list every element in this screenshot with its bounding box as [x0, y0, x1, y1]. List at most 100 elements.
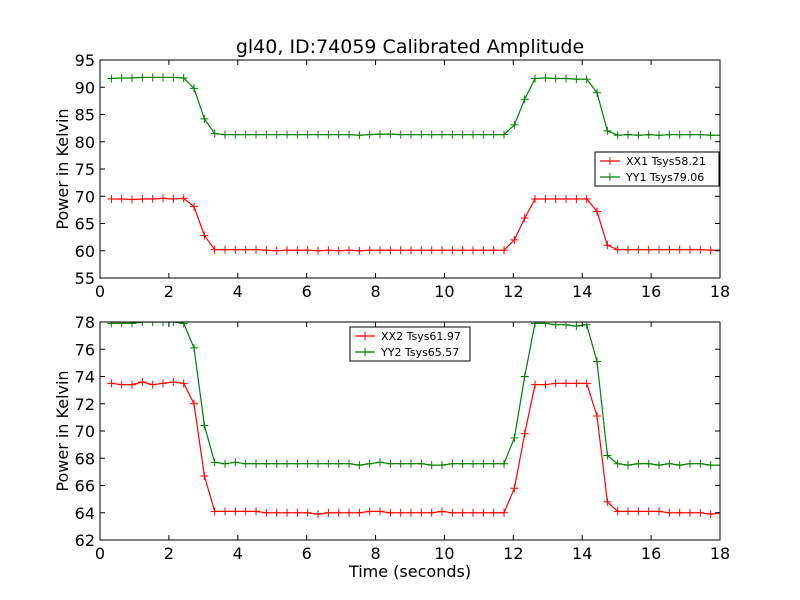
data-point-marker [562, 74, 571, 83]
data-point-marker [675, 245, 684, 254]
data-point-marker [107, 322, 116, 328]
data-point-marker [696, 508, 705, 517]
data-point-marker [241, 459, 250, 468]
data-point-marker [541, 194, 550, 203]
x-tick-label: 2 [164, 544, 174, 563]
y-tick-label: 72 [75, 395, 95, 414]
data-point-marker [644, 130, 653, 139]
data-point-marker [438, 130, 447, 139]
data-point-marker [665, 508, 674, 517]
data-point-marker [458, 246, 467, 255]
data-point-marker [128, 73, 137, 82]
data-point-marker [551, 379, 560, 388]
data-point-marker [283, 246, 292, 255]
y-tick-label: 74 [75, 368, 95, 387]
y-tick-label: 85 [75, 106, 95, 125]
data-point-marker [190, 399, 199, 408]
x-tick-label: 12 [503, 282, 523, 301]
data-point-marker [221, 507, 230, 516]
y-tick-label: 70 [75, 187, 95, 206]
data-point-marker [593, 412, 602, 421]
data-point-marker [179, 73, 188, 82]
data-point-marker [458, 130, 467, 139]
data-point-marker [376, 130, 385, 139]
data-point-marker [613, 131, 622, 140]
data-point-marker [407, 459, 416, 468]
data-point-marker [314, 246, 323, 255]
data-point-marker [520, 429, 529, 438]
data-point-marker [448, 246, 457, 255]
data-point-marker [314, 510, 323, 519]
data-point-marker [200, 231, 209, 240]
data-point-marker [283, 459, 292, 468]
data-point-marker [448, 508, 457, 517]
data-point-marker [148, 322, 157, 326]
x-tick-label: 6 [302, 544, 312, 563]
legend-marker-2 [606, 173, 614, 181]
data-point-marker [241, 507, 250, 516]
data-point-marker [427, 130, 436, 139]
data-point-marker [231, 245, 240, 254]
data-point-marker [272, 246, 281, 255]
legend: XX2 Tsys61.97 YY2 Tsys65.57 [349, 326, 471, 362]
data-point-marker [159, 194, 168, 203]
data-point-marker [190, 84, 199, 93]
data-point-marker [510, 484, 519, 493]
data-point-marker [221, 130, 230, 139]
data-point-marker [706, 246, 715, 255]
chart-title: gl40, ID:74059 Calibrated Amplitude [236, 36, 584, 58]
data-point-marker [417, 508, 426, 517]
data-point-marker [252, 245, 261, 254]
data-point-marker [407, 130, 416, 139]
y-tick-label: 75 [75, 160, 95, 179]
series-group [107, 322, 720, 519]
data-point-marker [706, 510, 715, 519]
data-point-marker [159, 379, 168, 388]
data-point-marker [179, 194, 188, 203]
data-point-marker [510, 235, 519, 244]
data-point-marker [231, 130, 240, 139]
data-point-marker [324, 130, 333, 139]
data-point-marker [706, 461, 715, 470]
data-point-marker [324, 246, 333, 255]
data-point-marker [489, 130, 498, 139]
data-point-marker [221, 459, 230, 468]
legend: XX1 Tsys58.21 YY1 Tsys79.06 [594, 151, 720, 187]
data-point-marker [520, 95, 529, 104]
data-point-marker [706, 131, 715, 140]
data-point-marker [417, 246, 426, 255]
data-point-marker [303, 130, 312, 139]
data-point-marker [355, 508, 364, 517]
y-tick-label: 55 [75, 269, 95, 288]
data-point-marker [655, 507, 664, 516]
data-point-marker [210, 507, 219, 516]
data-point-marker [252, 459, 261, 468]
data-point-marker [500, 459, 509, 468]
data-point-marker [210, 245, 219, 254]
data-point-marker [417, 130, 426, 139]
data-point-marker [696, 245, 705, 254]
data-point-marker [717, 134, 720, 136]
x-tick-label: 14 [572, 282, 592, 301]
y-tick-label: 68 [75, 449, 95, 468]
data-point-marker [531, 380, 540, 389]
y-tick-label: 66 [75, 477, 95, 496]
y-tick-label: 95 [75, 51, 95, 70]
data-point-marker [272, 508, 281, 517]
data-point-marker [696, 459, 705, 468]
x-tick-label: 8 [370, 282, 380, 301]
data-point-marker [603, 497, 612, 506]
data-point-marker [541, 380, 550, 389]
data-point-marker [717, 464, 720, 466]
data-point-marker [293, 130, 302, 139]
data-point-marker [458, 508, 467, 517]
data-point-marker [469, 246, 478, 255]
data-point-marker [148, 194, 157, 203]
data-point-marker [593, 207, 602, 216]
data-point-marker [221, 245, 230, 254]
data-point-marker [117, 73, 126, 82]
data-point-marker [190, 202, 199, 211]
data-point-marker [355, 131, 364, 140]
data-point-marker [479, 246, 488, 255]
